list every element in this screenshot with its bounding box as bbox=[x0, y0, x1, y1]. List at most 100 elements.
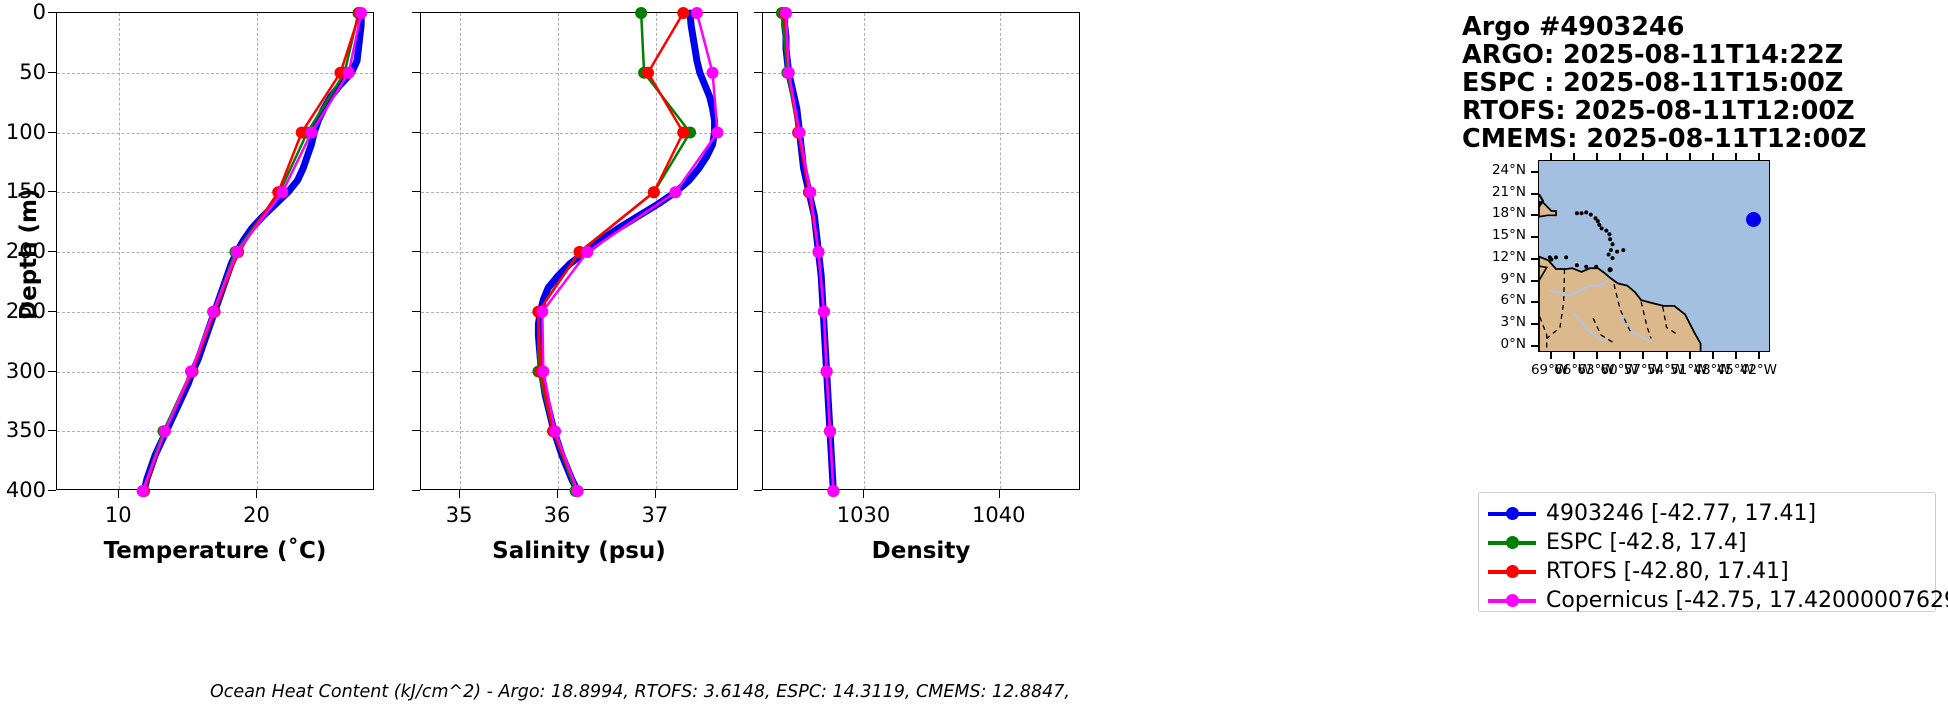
gridline-vertical bbox=[557, 13, 559, 489]
map-island bbox=[1588, 212, 1593, 217]
legend-label: ESPC [-42.8, 17.4] bbox=[1546, 530, 1747, 555]
map-x-tick-top bbox=[1619, 153, 1622, 160]
map-lat-label-5: 9°N bbox=[1500, 270, 1526, 287]
map-island bbox=[1564, 255, 1569, 260]
gridline-vertical bbox=[119, 13, 121, 489]
y-tick-mark bbox=[412, 191, 420, 193]
map-x-tick-top bbox=[1642, 153, 1645, 160]
map-coastline bbox=[1662, 306, 1679, 336]
map-landmass bbox=[1539, 200, 1557, 218]
series-marker-Copernicus bbox=[158, 425, 171, 438]
map-coastline bbox=[1550, 279, 1610, 297]
legend-swatch-icon bbox=[1488, 563, 1536, 581]
series-marker-Copernicus bbox=[549, 425, 562, 438]
series-layer bbox=[532, 7, 724, 497]
map-island bbox=[1584, 210, 1589, 215]
series-marker-Copernicus bbox=[342, 66, 355, 79]
gridline-horizontal bbox=[763, 132, 1079, 134]
map-coastline bbox=[1619, 316, 1652, 343]
series-legend: 4903246 [-42.77, 17.41] ESPC [-42.8, 17.4… bbox=[1478, 492, 1948, 615]
gridline-horizontal bbox=[421, 192, 737, 194]
gridline-horizontal bbox=[57, 252, 373, 253]
map-island bbox=[1607, 232, 1612, 237]
depth-tick-label-50: 50 bbox=[19, 59, 46, 84]
y-tick-mark bbox=[48, 131, 56, 133]
map-island bbox=[1621, 248, 1626, 253]
map-lat-label-6: 6°N bbox=[1500, 292, 1526, 309]
series-line-ESPC bbox=[537, 11, 692, 493]
map-island bbox=[1608, 237, 1613, 242]
y-tick-mark bbox=[754, 131, 762, 133]
y-tick-mark bbox=[754, 490, 762, 491]
gridline-horizontal bbox=[57, 72, 373, 74]
header-line-2: ESPC : 2025-08-11T15:00Z bbox=[1462, 68, 1844, 98]
map-island bbox=[1594, 264, 1599, 269]
depth-tick-label-350: 350 bbox=[5, 418, 46, 443]
gridline-vertical bbox=[999, 13, 1001, 489]
series-marker-Copernicus bbox=[669, 186, 682, 199]
map-lat-label-0: 24°N bbox=[1491, 161, 1526, 178]
map-x-tick bbox=[1735, 352, 1738, 359]
map-y-tick bbox=[1531, 279, 1538, 282]
series-marker-Copernicus bbox=[136, 485, 149, 497]
gridline-horizontal bbox=[421, 72, 737, 74]
map-y-tick bbox=[1531, 170, 1538, 173]
depth-tick-label-300: 300 bbox=[5, 358, 46, 383]
y-tick-mark bbox=[412, 370, 420, 372]
legend-swatch-icon bbox=[1488, 534, 1536, 552]
x-tick-mark bbox=[556, 490, 558, 498]
y-tick-mark bbox=[412, 251, 420, 252]
series-marker-RTOFS bbox=[295, 126, 308, 139]
legend-label: 4903246 [-42.77, 17.41] bbox=[1546, 501, 1817, 526]
gridline-horizontal bbox=[57, 192, 373, 194]
x-tick-mark bbox=[459, 490, 461, 498]
legend-item-2[interactable]: RTOFS [-42.80, 17.41] bbox=[1479, 557, 1935, 586]
series-line-Copernicus bbox=[541, 11, 719, 493]
map-island bbox=[1554, 255, 1558, 260]
y-tick-mark bbox=[48, 71, 56, 73]
series-layer bbox=[775, 7, 840, 497]
map-island bbox=[1604, 228, 1609, 233]
map-lon-label-4: 57°W bbox=[1623, 362, 1662, 378]
map-island bbox=[1607, 267, 1613, 273]
y-tick-mark bbox=[48, 251, 56, 252]
legend-swatch-icon bbox=[1488, 505, 1536, 523]
gridline-horizontal bbox=[421, 311, 737, 313]
map-island bbox=[1599, 226, 1604, 231]
x-tick-label-1040: 1040 bbox=[972, 503, 1026, 527]
series-line-4903246 bbox=[140, 9, 365, 495]
y-tick-mark bbox=[412, 12, 420, 13]
map-lon-label-6: 51°W bbox=[1670, 362, 1708, 378]
gridline-vertical bbox=[864, 13, 866, 489]
y-tick-mark bbox=[412, 430, 420, 432]
map-x-tick bbox=[1596, 352, 1598, 359]
map-island bbox=[1579, 211, 1584, 216]
map-lat-label-8: 0°N bbox=[1500, 335, 1526, 352]
depth-tick-label-200: 200 bbox=[5, 239, 46, 263]
map-lat-label-4: 12°N bbox=[1491, 248, 1526, 265]
header-line-4: CMEMS: 2025-08-11T12:00Z bbox=[1462, 124, 1867, 154]
header-line-3: RTOFS: 2025-08-11T12:00Z bbox=[1462, 96, 1855, 126]
ocean-heat-content-caption: Ocean Heat Content (kJ/cm^2) - Argo: 18.… bbox=[210, 682, 1070, 702]
legend-swatch-icon bbox=[1488, 592, 1536, 610]
y-tick-mark bbox=[754, 430, 762, 432]
map-x-tick bbox=[1688, 352, 1691, 359]
series-marker-Copernicus bbox=[706, 66, 719, 79]
x-axis-title-1: Salinity (psu) bbox=[492, 538, 666, 564]
map-x-tick-top bbox=[1712, 153, 1714, 160]
legend-item-1[interactable]: ESPC [-42.8, 17.4] bbox=[1479, 528, 1935, 557]
y-tick-mark bbox=[754, 191, 762, 193]
series-line-4903246 bbox=[534, 9, 719, 495]
legend-item-0[interactable]: 4903246 [-42.77, 17.41] bbox=[1479, 499, 1935, 528]
depth-tick-label-0: 0 bbox=[32, 0, 46, 24]
map-lat-label-1: 21°N bbox=[1491, 183, 1526, 200]
legend-item-3[interactable]: Copernicus [-42.75, 17.420000076293945] bbox=[1479, 586, 1948, 615]
temperature-plot-panel bbox=[56, 7, 374, 497]
salinity-plot-panel bbox=[420, 7, 738, 497]
map-lat-label-7: 3°N bbox=[1500, 314, 1526, 331]
header-line-1: ARGO: 2025-08-11T14:22Z bbox=[1462, 40, 1844, 70]
map-coastline bbox=[1546, 268, 1566, 340]
x-axis-title-2: Density bbox=[871, 538, 971, 564]
series-marker-Copernicus bbox=[305, 126, 318, 139]
y-tick-mark bbox=[754, 71, 762, 73]
